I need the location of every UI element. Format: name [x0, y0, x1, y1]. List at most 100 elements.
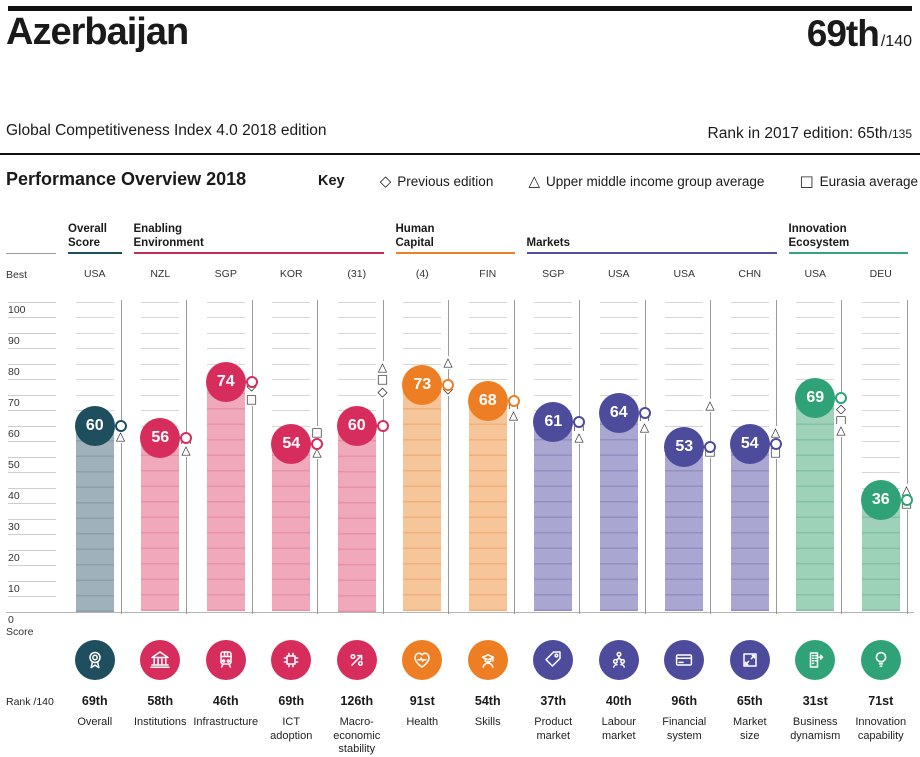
- y-axis-zero-label: 0: [8, 614, 14, 626]
- gridline: [534, 317, 573, 318]
- gridline: [861, 472, 900, 473]
- ruler-line: [448, 300, 449, 614]
- gridline: [8, 441, 56, 442]
- gridline: [8, 425, 56, 427]
- rank-row-label: Rank /140: [6, 696, 54, 708]
- pillar-bar: [75, 425, 114, 612]
- score-pin: [311, 438, 323, 451]
- gridline: [141, 317, 180, 318]
- y-tick-label: 90: [8, 334, 20, 347]
- gridline: [272, 379, 311, 380]
- gridline: [665, 317, 704, 318]
- overall-rank-value: 69th: [806, 13, 880, 54]
- gridline: [141, 410, 180, 411]
- gridline: [599, 317, 638, 318]
- triangle-marker: △: [441, 354, 455, 369]
- best-economy-label: FIN: [479, 268, 497, 280]
- gridline: [337, 317, 376, 318]
- pillar-bar: [272, 444, 311, 612]
- gridline: [8, 301, 56, 303]
- gridline: [272, 410, 311, 411]
- pillar-name: Macro-economic stability: [333, 716, 381, 755]
- chip-icon: [271, 640, 312, 680]
- gridline: [468, 317, 507, 318]
- heart-pulse-icon: [402, 640, 443, 680]
- best-economy-label: CHN: [738, 268, 762, 280]
- triangle-marker: △: [310, 445, 324, 460]
- gridline: [75, 317, 114, 318]
- score-pin: [180, 431, 192, 444]
- y-tick-label: 70: [8, 396, 20, 409]
- gridline: [599, 363, 638, 365]
- triangle-marker: △: [703, 398, 717, 413]
- gridline: [8, 472, 56, 473]
- gridline: [75, 394, 114, 396]
- gridline: [665, 425, 704, 427]
- gridline: [272, 332, 311, 334]
- ruler-line: [120, 300, 122, 614]
- gridline: [861, 425, 900, 427]
- square-marker: □: [310, 424, 324, 439]
- score-pin: [835, 391, 847, 404]
- gridline: [665, 301, 704, 303]
- square-icon: □: [799, 172, 814, 190]
- gridline: [599, 332, 638, 334]
- gridline: [272, 348, 311, 349]
- score-badge: 61: [533, 402, 574, 443]
- pillar-name: Infrastructure: [193, 716, 259, 728]
- previous-rank-denominator: /135: [888, 127, 912, 141]
- diamond-marker: ◇: [834, 402, 848, 417]
- pillar-name: Labour market: [601, 716, 636, 742]
- pillar-bar: [337, 425, 376, 612]
- pillar-bar: [534, 422, 573, 612]
- overall-rank: 69th /140: [807, 13, 912, 55]
- gridline: [403, 348, 442, 349]
- score-badge: 53: [664, 427, 705, 468]
- gridline: [468, 363, 507, 365]
- diamond-marker: ◇: [376, 384, 389, 400]
- bank-icon: [140, 640, 181, 680]
- gridline: [861, 456, 900, 458]
- pillar-bar: [141, 437, 180, 612]
- gridline: [206, 301, 245, 303]
- gridline: [796, 363, 835, 365]
- ruler-line: [186, 300, 187, 614]
- gridline: [403, 301, 442, 303]
- gridline: [468, 379, 507, 380]
- expand-arrows-icon: [729, 640, 770, 680]
- gridline: [75, 363, 114, 365]
- best-economy-label: (4): [415, 268, 429, 280]
- ruler-line: [841, 300, 842, 614]
- square-marker: □: [245, 391, 258, 406]
- pillar-name: Innovation capability: [855, 716, 907, 742]
- y-axis-title: Score: [6, 626, 34, 638]
- best-economy-label: USA: [83, 268, 106, 280]
- gridline: [861, 317, 900, 318]
- y-tick-label: 80: [8, 365, 20, 378]
- gridline: [861, 379, 900, 380]
- best-economy-label: (31): [347, 268, 367, 280]
- score-badge: 73: [402, 365, 443, 406]
- percent-arrow-icon: [336, 640, 377, 680]
- pillar-bar: [796, 397, 835, 612]
- score-badge: 36: [860, 479, 901, 520]
- gridline: [665, 379, 704, 380]
- pillar-rank: 71st: [868, 694, 894, 708]
- gridline: [8, 332, 56, 334]
- score-badge: 60: [74, 405, 115, 446]
- pillar-name: ICT adoption: [270, 716, 313, 742]
- pillar-bar: [599, 413, 638, 612]
- key-label: Key: [318, 173, 345, 189]
- score-pin: [376, 419, 389, 432]
- y-tick-label: 50: [8, 458, 20, 471]
- gridline: [8, 549, 56, 551]
- square-marker: □: [376, 372, 389, 387]
- triangle-marker: △: [834, 422, 848, 437]
- gridline: [141, 363, 180, 365]
- score-pin: [114, 419, 127, 432]
- group-title: Overall Score: [68, 223, 107, 249]
- triangle-marker: △: [114, 429, 127, 444]
- score-pin: [638, 407, 651, 420]
- pillar-bar: [206, 382, 245, 612]
- triangle-marker: △: [769, 424, 782, 439]
